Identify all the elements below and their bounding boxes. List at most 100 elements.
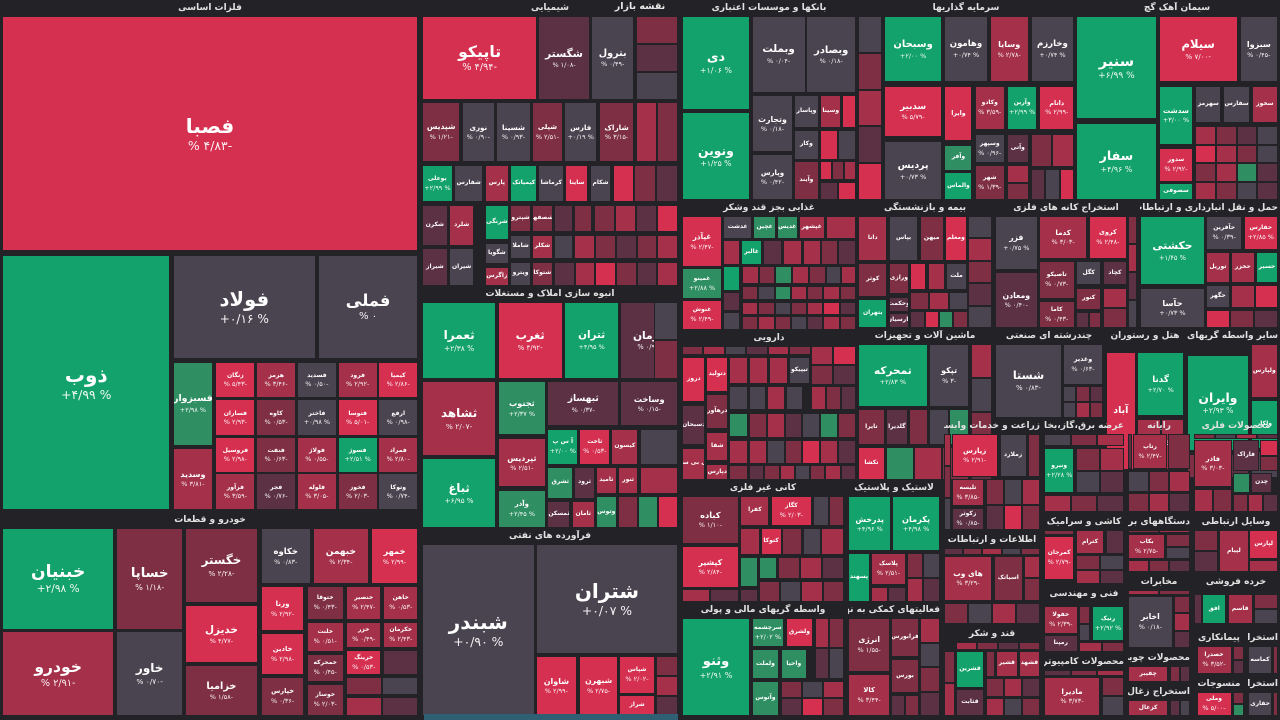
tile-خاور[interactable]: خاور% ۰/۷۰- <box>116 631 183 716</box>
tile-filler[interactable] <box>746 346 768 356</box>
tile-filler[interactable] <box>1076 448 1100 471</box>
tile-زاگرس[interactable]: زاگرس <box>484 267 510 286</box>
tile-filler[interactable] <box>789 346 811 356</box>
tile-filler[interactable] <box>1101 696 1124 716</box>
tile-filler[interactable] <box>1257 181 1278 200</box>
tile-خودرو[interactable]: خودرو% ۲/۹۱- <box>2 631 115 716</box>
tile-filler[interactable] <box>1166 534 1190 547</box>
tile-فولاد[interactable]: فولاد +۰/۱۶ % <box>172 255 317 359</box>
tile-filler[interactable] <box>1173 595 1190 614</box>
tile-سبزوا[interactable]: سبزوا% ۰/۴۵- <box>1239 16 1278 83</box>
tile-خدیزل[interactable]: خدیزل% ۴/۷۷- <box>185 605 258 664</box>
tile-filler[interactable] <box>810 365 834 385</box>
tile-ثمسکن[interactable]: ثمسکن <box>547 500 571 528</box>
tile-ثعمرا[interactable]: ثعمرا +۲/۳۸ % <box>422 302 497 379</box>
tile-شپاس[interactable]: شپاس% ۲/۰۲- <box>619 655 655 694</box>
tile-filler[interactable] <box>944 602 968 624</box>
tile-ثغرب[interactable]: ثغرب% ۴/۹۲- <box>497 302 563 379</box>
tile-filler[interactable] <box>682 346 704 356</box>
tile-filler[interactable] <box>1194 530 1219 551</box>
tile-برکت[interactable] <box>728 356 749 384</box>
tile-وکادو[interactable]: وکادو% ۳/۵۹- <box>974 85 1005 131</box>
tile-filler[interactable] <box>923 553 940 578</box>
tile-بپاس[interactable]: بپاس <box>888 216 919 261</box>
tile-غدیس[interactable]: غدیس <box>776 216 798 239</box>
tile-filler[interactable] <box>1076 555 1100 570</box>
tile-filler[interactable] <box>820 181 839 200</box>
tile-فرآور[interactable]: فرآور% ۳/۵۹- <box>215 473 256 510</box>
tile-filler[interactable] <box>784 439 803 464</box>
tile-سفارس[interactable]: سفارس <box>1223 85 1250 123</box>
tile-لپارس[interactable]: لپارس <box>1249 530 1278 560</box>
tile-بساما[interactable] <box>927 263 946 290</box>
tile-filler[interactable] <box>826 266 842 285</box>
tile-filler[interactable] <box>653 340 678 379</box>
tile-فصبا[interactable]: فصبا% ۴/۸۳- <box>2 16 418 252</box>
tile-فجر[interactable]: فجر% ۰/۷۶- <box>256 473 297 510</box>
tile-filler[interactable] <box>1215 163 1237 182</box>
tile-filler[interactable] <box>982 548 1002 555</box>
tile-filler[interactable] <box>939 311 954 328</box>
tile-خبهمن[interactable]: خبهمن% ۲/۳۴- <box>312 528 369 585</box>
tile-filler[interactable] <box>1023 555 1040 579</box>
tile-filler[interactable] <box>967 238 992 261</box>
tile-filler[interactable] <box>636 234 658 259</box>
tile-وآیند[interactable]: وآیند <box>794 161 819 200</box>
tile-filler[interactable] <box>1215 144 1237 164</box>
tile-filler[interactable] <box>1169 560 1190 572</box>
tile-ثنور[interactable]: ثنور <box>617 466 639 495</box>
tile-ساینا[interactable]: ساینا <box>565 164 589 203</box>
tile-filler[interactable] <box>923 577 940 602</box>
tile-filler[interactable] <box>656 655 678 676</box>
tile-filler[interactable] <box>823 316 840 330</box>
tile-غدشت[interactable]: غدشت <box>722 216 753 239</box>
tile-filler[interactable] <box>764 465 780 480</box>
tile-filler[interactable] <box>1089 402 1103 418</box>
tile-filler[interactable] <box>742 316 759 330</box>
tile-فسبزوار[interactable]: فسبزوار +۲/۹۸ % <box>172 361 214 446</box>
tile-filler[interactable] <box>828 496 844 526</box>
tile-پلاسک[interactable]: پلاسک% ۲/۵۱- <box>871 553 906 586</box>
tile-filler[interactable] <box>838 413 856 439</box>
tile-filler[interactable] <box>1257 434 1278 440</box>
tile-قشهد[interactable]: قشهد <box>1018 650 1040 677</box>
tile-filler[interactable] <box>1232 692 1244 704</box>
tile-filler[interactable] <box>703 346 725 356</box>
tile-سنیر[interactable]: سنیر +۶/۹۹ % <box>1076 16 1157 120</box>
tile-خصدرا[interactable]: خصدرا% ۳/۵۲- <box>1196 646 1232 674</box>
tile-فجام[interactable] <box>1233 473 1251 493</box>
tile-filler[interactable] <box>944 548 964 555</box>
tile-filler[interactable] <box>742 285 759 301</box>
tile-filler[interactable] <box>784 413 803 439</box>
tile-filler[interactable] <box>1045 168 1060 200</box>
tile-filler[interactable] <box>839 285 856 301</box>
tile-شپدیس[interactable]: شپدیس% ۱/۲۱- <box>422 102 461 162</box>
tile-ونیرو[interactable]: ونیرو +۲/۲۸ % <box>1044 448 1075 494</box>
tile-filler[interactable] <box>1128 434 1133 470</box>
tile-filler[interactable] <box>967 260 992 284</box>
tile-افق[interactable]: افق <box>1202 593 1226 625</box>
tile-filler[interactable] <box>822 580 844 602</box>
tile-کاوه[interactable]: کاوه% ۰/۵۳- <box>256 399 297 436</box>
tile-filler[interactable] <box>1018 642 1040 651</box>
tile-فولاژ[interactable]: فولاژ% ۰/۵۵- <box>296 436 337 474</box>
tile-ولشرق[interactable]: ولشرق <box>785 618 814 648</box>
tile-filler[interactable] <box>1195 126 1216 145</box>
tile-filler[interactable] <box>906 553 924 578</box>
tile-filler[interactable] <box>766 439 785 464</box>
tile-filler[interactable] <box>774 316 791 330</box>
tile-filler[interactable] <box>1195 163 1216 182</box>
tile-filler[interactable] <box>794 465 811 480</box>
tile-شیراز[interactable]: شیراز <box>422 248 448 286</box>
tile-ورازی[interactable]: ورازی <box>888 263 909 295</box>
tile-نوری[interactable]: نوری% ۰/۹۰- <box>461 102 495 162</box>
tile-filler[interactable] <box>758 266 776 285</box>
tile-شهر[interactable]: شهر% ۱/۳۹- <box>974 165 1005 200</box>
tile-کایزد[interactable] <box>758 557 777 579</box>
tile-فلوله[interactable]: فلوله% ۳/۰۵- <box>296 473 337 510</box>
tile-filler[interactable] <box>840 465 856 480</box>
tile-filler[interactable] <box>820 161 833 180</box>
tile-filler[interactable] <box>967 216 992 239</box>
tile-filler[interactable] <box>986 504 1005 530</box>
tile-حگهر[interactable]: حگهر <box>1206 285 1230 308</box>
